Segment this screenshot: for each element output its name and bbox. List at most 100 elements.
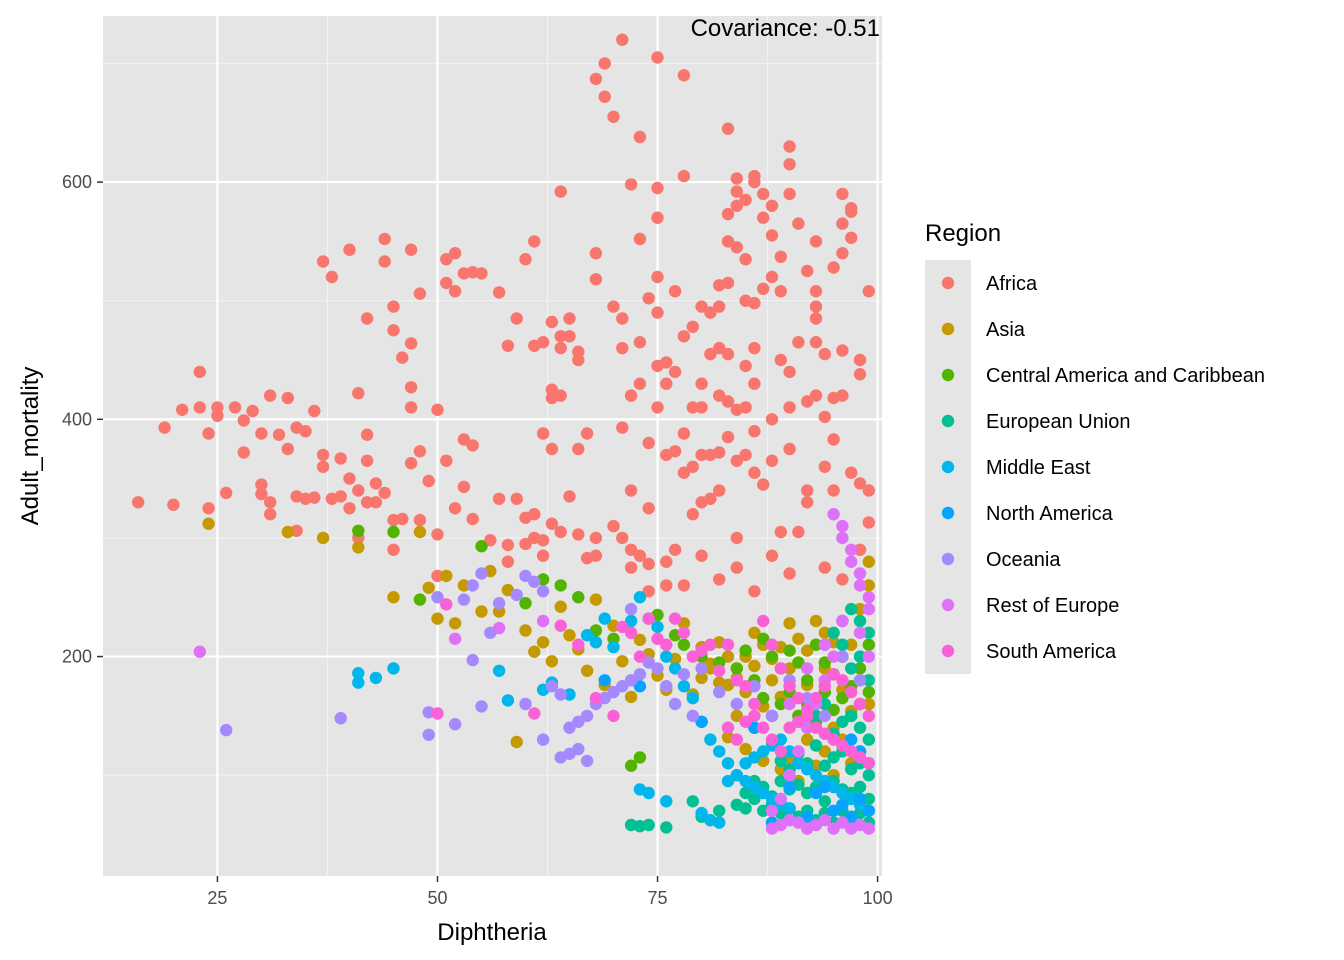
data-point: [765, 413, 779, 426]
data-point: [554, 341, 567, 355]
data-point: [809, 709, 823, 723]
data-point: [721, 757, 735, 770]
data-point: [668, 285, 682, 298]
data-point: [360, 428, 374, 441]
data-point: [624, 561, 638, 574]
data-point: [748, 466, 761, 479]
data-point: [783, 158, 796, 171]
data-point: [757, 614, 770, 628]
data-point: [686, 691, 699, 705]
data-point: [739, 742, 752, 756]
data-point: [660, 638, 673, 651]
data-point: [660, 821, 673, 834]
data-point: [431, 403, 444, 416]
data-point: [695, 715, 708, 728]
data-point: [827, 433, 840, 446]
series-rest-of-europe: [193, 508, 875, 835]
data-point: [783, 780, 796, 794]
data-point: [387, 324, 400, 337]
data-point: [721, 430, 735, 444]
data-point: [853, 626, 867, 639]
data-point: [651, 401, 664, 414]
data-point: [783, 617, 796, 630]
data-point: [387, 300, 400, 313]
data-point: [563, 629, 576, 642]
y-tick-label: 600: [62, 172, 92, 192]
data-point: [448, 632, 462, 645]
data-point: [713, 484, 726, 497]
data-point: [757, 187, 770, 201]
data-point: [466, 653, 479, 667]
data-point: [765, 549, 779, 562]
data-point: [202, 517, 215, 530]
data-point: [739, 193, 752, 207]
data-point: [607, 519, 620, 533]
data-point: [862, 769, 875, 782]
data-point: [633, 336, 647, 349]
data-point: [624, 759, 638, 772]
data-point: [730, 733, 743, 746]
data-point: [730, 561, 743, 574]
data-point: [668, 612, 682, 625]
data-point: [281, 442, 294, 456]
legend-item: Rest of Europe: [941, 595, 1119, 617]
data-point: [818, 410, 831, 424]
data-point: [616, 312, 629, 325]
data-point: [845, 466, 858, 479]
data-point: [774, 285, 787, 298]
data-point: [334, 712, 347, 725]
data-point: [739, 757, 752, 770]
data-point: [765, 804, 779, 817]
data-point: [862, 650, 875, 663]
data-point: [836, 247, 849, 260]
data-point: [633, 650, 647, 663]
data-point: [730, 172, 743, 185]
data-point: [536, 427, 550, 440]
data-point: [448, 502, 462, 515]
data-point: [792, 816, 805, 829]
data-point: [827, 626, 840, 639]
data-point: [809, 389, 823, 402]
data-point: [501, 694, 515, 707]
data-point: [360, 312, 374, 325]
data-point: [501, 339, 515, 352]
data-point: [545, 517, 559, 530]
data-point: [598, 612, 611, 625]
data-point: [193, 645, 206, 658]
data-point: [519, 697, 532, 711]
data-point: [845, 602, 858, 616]
data-point: [818, 759, 831, 772]
data-point: [748, 626, 761, 639]
data-point: [853, 543, 867, 556]
data-point: [616, 680, 629, 693]
data-point: [862, 516, 875, 529]
data-point: [457, 480, 471, 494]
data-point: [783, 662, 796, 675]
data-point: [668, 697, 682, 711]
data-point: [686, 401, 699, 414]
legend-label: European Union: [986, 411, 1131, 433]
data-point: [607, 300, 620, 313]
data-point: [862, 579, 875, 592]
data-point: [765, 199, 779, 212]
data-point: [598, 57, 611, 70]
data-point: [827, 733, 840, 746]
data-point: [809, 235, 823, 248]
data-point: [660, 356, 673, 369]
data-point: [633, 591, 647, 604]
data-point: [404, 381, 418, 394]
data-point: [748, 169, 761, 183]
legend-item: Asia: [941, 319, 1026, 341]
legend-item: Africa: [941, 273, 1038, 295]
data-point: [853, 792, 867, 806]
data-point: [580, 664, 594, 677]
data-point: [237, 446, 250, 459]
data-point: [360, 454, 374, 467]
data-point: [404, 401, 418, 414]
data-point: [713, 664, 726, 677]
data-point: [783, 187, 796, 201]
data-point: [510, 735, 523, 749]
data-point: [413, 525, 427, 539]
data-point: [845, 231, 858, 244]
major-gridlines: [103, 16, 882, 876]
